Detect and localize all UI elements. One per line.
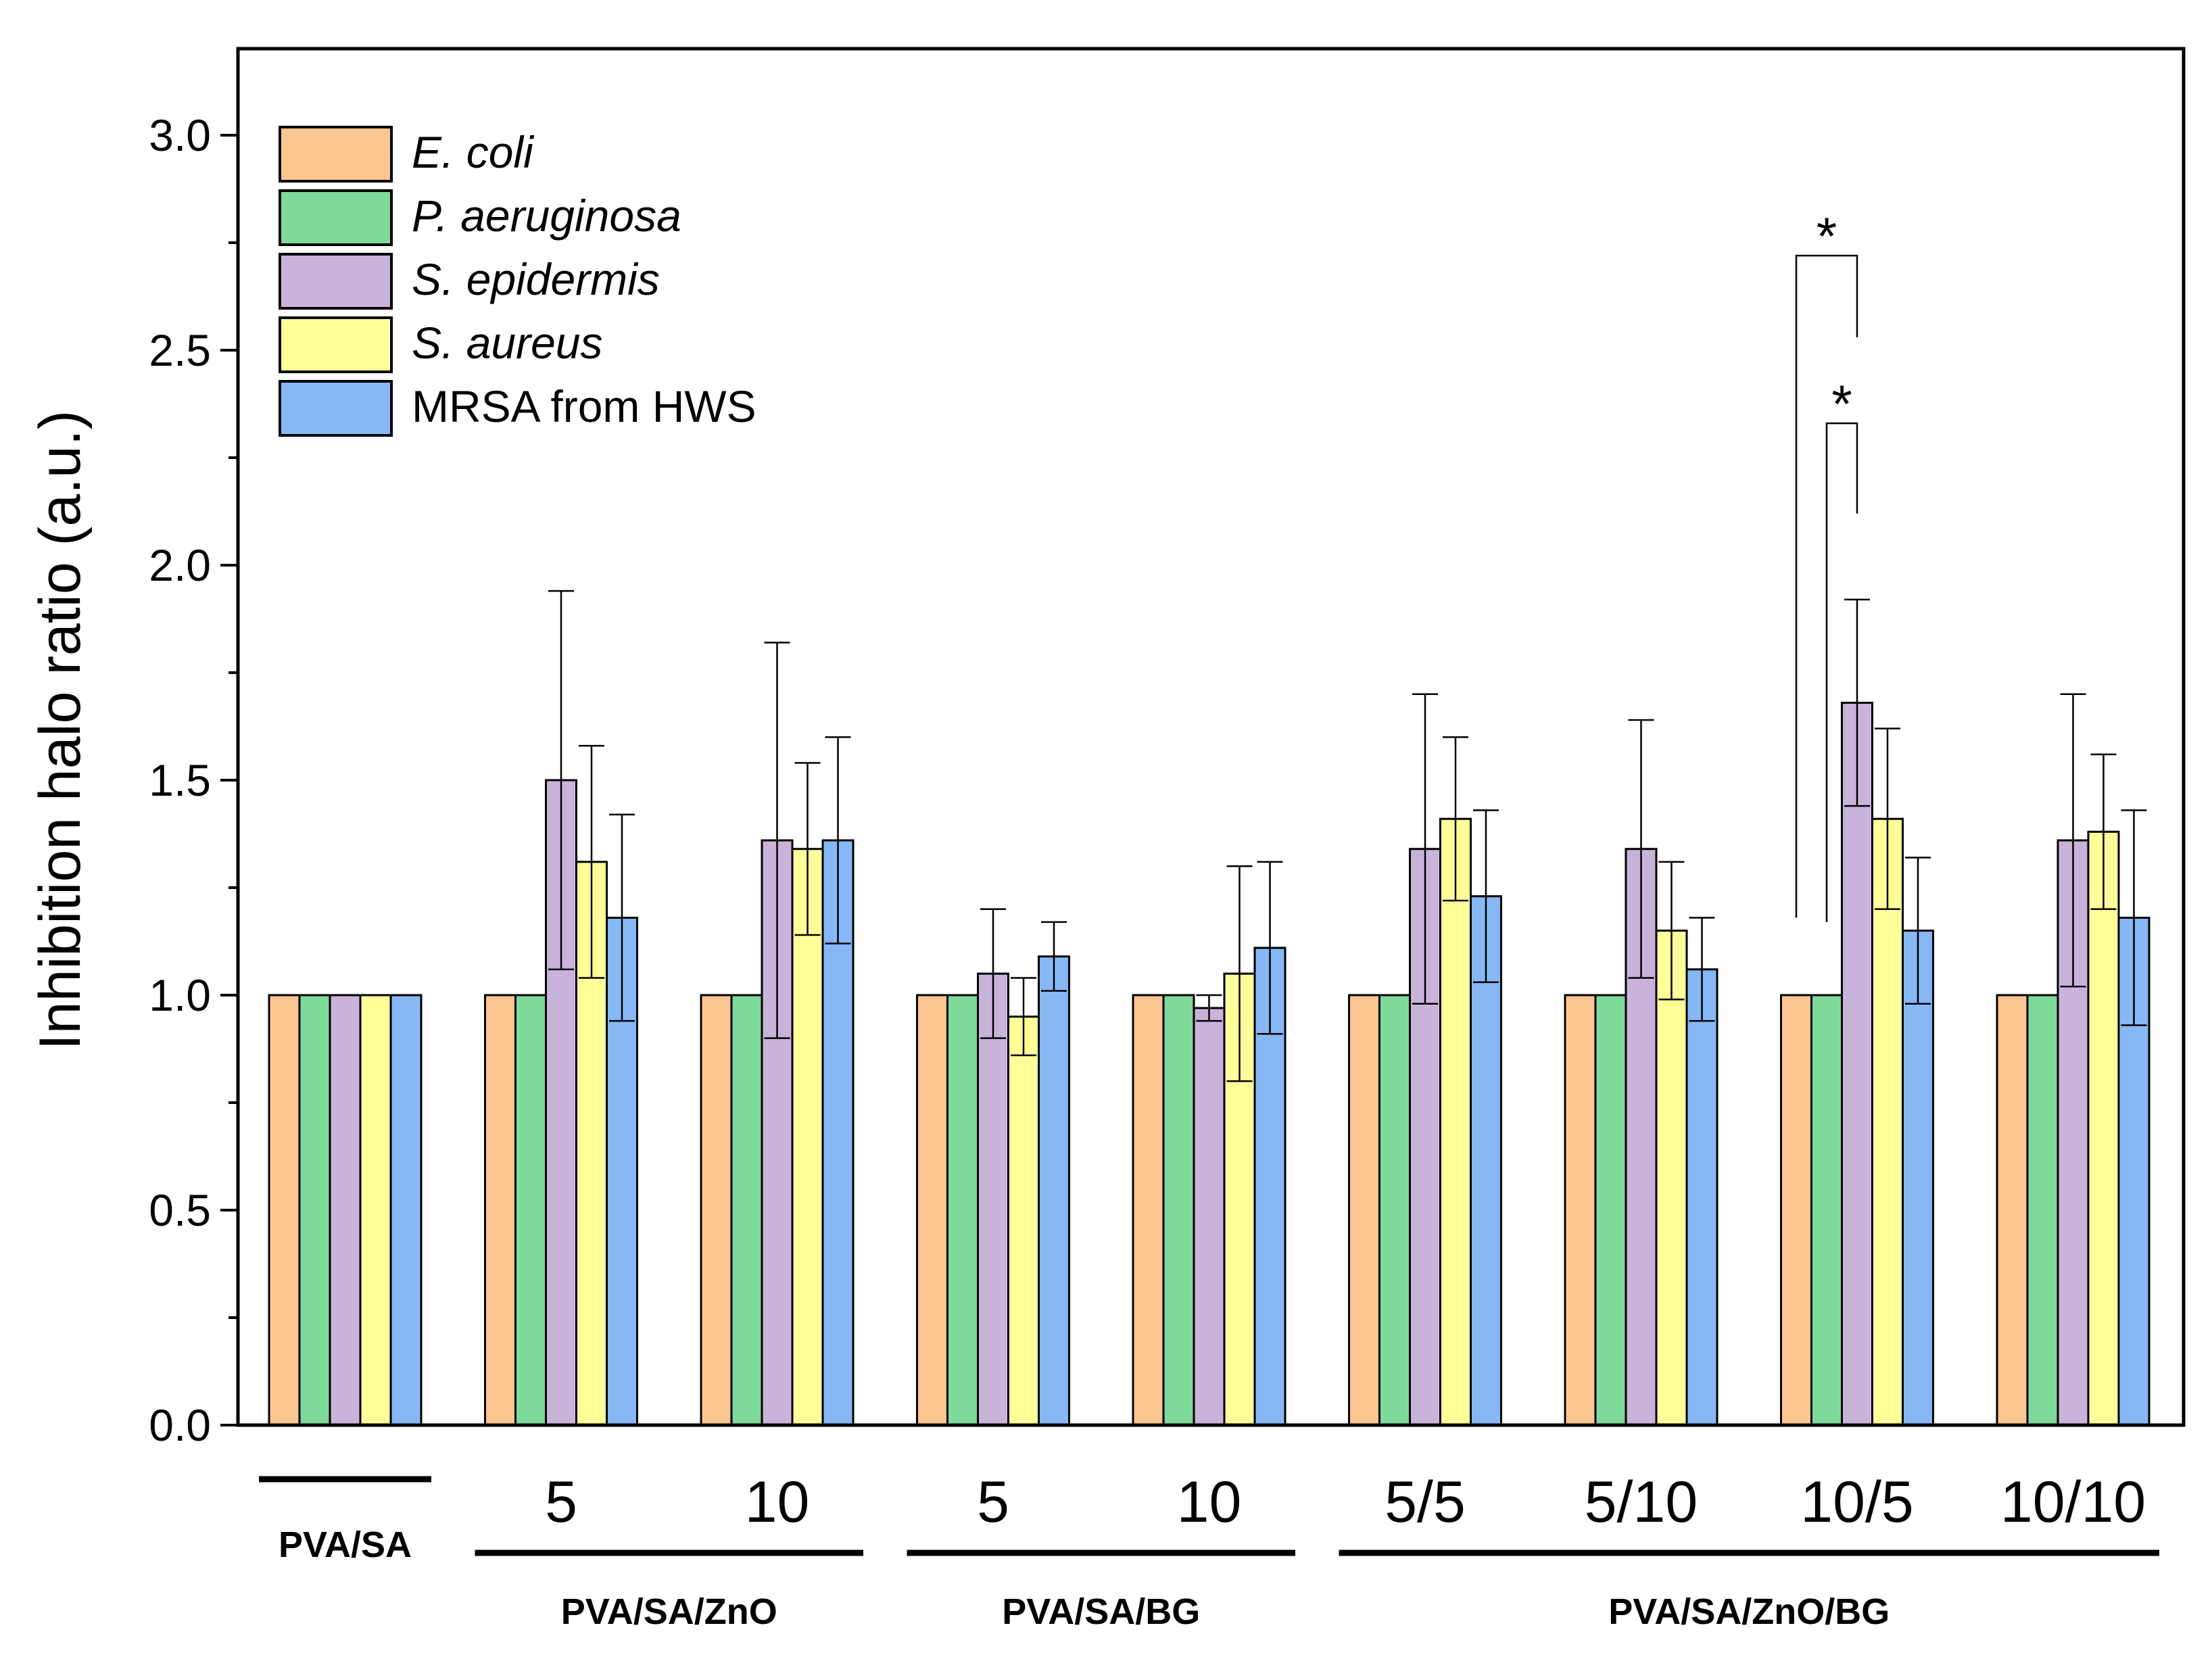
- plot-frame: [236, 47, 2186, 1427]
- family-label: PVA/SA/ZnO: [561, 1591, 777, 1632]
- y-tick-label: 0.0: [149, 1400, 211, 1450]
- bar: [2026, 994, 2059, 1426]
- y-tick-label: 2.0: [149, 540, 211, 590]
- bar: [977, 972, 1009, 1426]
- legend-label: S. aureus: [412, 318, 603, 368]
- bar: [1348, 994, 1380, 1426]
- y-tick-label: 0.5: [149, 1185, 211, 1235]
- significance-annotations: **: [1795, 206, 1858, 922]
- legend-swatch: [279, 316, 393, 373]
- bars-layer: [268, 702, 2150, 1426]
- significance-star: *: [1831, 374, 1852, 433]
- legend: E. coli P. aeruginosa S. epidermis S. aureu…: [279, 126, 756, 437]
- bar: [916, 994, 948, 1426]
- family-label: PVA/SA/BG: [1002, 1591, 1200, 1632]
- bar: [268, 994, 301, 1426]
- bar: [1996, 994, 2029, 1426]
- bar: [1378, 994, 1411, 1426]
- bar: [1439, 817, 1472, 1426]
- y-tick-label: 3.0: [149, 110, 211, 160]
- y-tick-label: 2.5: [149, 325, 211, 375]
- bar: [946, 994, 979, 1426]
- bar: [1564, 994, 1597, 1426]
- error-bars-layer: [548, 590, 2147, 1082]
- y-tick-label: 1.0: [149, 970, 211, 1020]
- bar: [1193, 1007, 1226, 1426]
- legend-label: P. aeruginosa: [412, 191, 681, 241]
- legend-swatch: [279, 189, 393, 246]
- category-label: 10/10: [2000, 1470, 2146, 1535]
- bar: [1594, 994, 1627, 1426]
- category-label: 5: [977, 1470, 1009, 1535]
- x-axis-category-labels: 5 10 5 10 5/5 5/10 10/5 10/10 PVA/SA PVA/SA/ZnO PV…: [259, 1470, 2159, 1632]
- bar: [1685, 968, 1718, 1426]
- category-label: 5: [545, 1470, 577, 1535]
- bar: [1132, 994, 1165, 1426]
- category-label: 10: [745, 1470, 810, 1535]
- category-label: 10: [1177, 1470, 1242, 1535]
- bar: [1810, 994, 1843, 1426]
- bar: [1780, 994, 1812, 1426]
- legend-swatch: [279, 126, 393, 183]
- legend-label: E. coli: [412, 127, 535, 177]
- significance-star: *: [1817, 206, 1837, 266]
- bar: [298, 994, 331, 1426]
- bar: [484, 994, 516, 1426]
- bar: [389, 994, 423, 1426]
- category-label: 5/5: [1385, 1470, 1466, 1535]
- bar: [700, 994, 733, 1426]
- bar: [1007, 1015, 1040, 1426]
- significance-bracket: [1795, 254, 1858, 918]
- axes-layer: 0.0 0.5 1.0 1.5 2.0 2.5 3.0: [149, 47, 2186, 1450]
- family-label: PVA/SA: [279, 1524, 412, 1565]
- bar: [1655, 930, 1688, 1426]
- legend-swatch: [279, 253, 393, 310]
- y-tick-label: 1.5: [149, 755, 211, 805]
- bar: [1162, 994, 1195, 1426]
- category-label: 5/10: [1585, 1470, 1698, 1535]
- bar: [730, 994, 763, 1426]
- bar: [514, 994, 547, 1426]
- bar: [359, 994, 392, 1426]
- bar: [329, 994, 362, 1426]
- category-label: 10/5: [1800, 1470, 1913, 1535]
- bar: [2087, 830, 2120, 1426]
- y-axis-title: Inhibition halo ratio (a.u.): [28, 410, 93, 1051]
- bar: [1902, 930, 1934, 1426]
- bar: [1841, 702, 1873, 1426]
- legend-label: S. epidermis: [412, 254, 660, 304]
- bar: [1038, 955, 1070, 1426]
- legend-swatch: [279, 380, 393, 437]
- family-label: PVA/SA/ZnO/BG: [1608, 1591, 1890, 1632]
- significance-bracket: [1825, 422, 1858, 922]
- legend-label: MRSA from HWS: [412, 381, 756, 431]
